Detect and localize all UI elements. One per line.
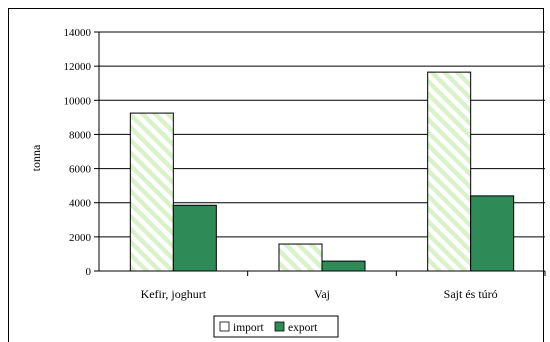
- x-category-label: Sajt és túró: [444, 287, 498, 301]
- bar-export: [321, 260, 366, 272]
- x-category-label: Vaj: [314, 287, 330, 301]
- legend-label-export: export: [288, 322, 318, 334]
- y-tick-label: 8000: [69, 129, 92, 141]
- axes: [94, 31, 546, 276]
- x-category-label: Kefir, joghurt: [141, 287, 207, 301]
- bar-export: [172, 204, 217, 272]
- y-tick-label: 4000: [69, 198, 92, 210]
- legend: import export: [213, 315, 339, 338]
- labels: 0 2000 4000 6000 8000 10000 12000 14000 Kefir, j…: [64, 27, 498, 301]
- bars: [129, 71, 515, 272]
- bar-import: [278, 243, 323, 272]
- bar-import: [427, 71, 472, 272]
- legend-swatch-export: [274, 321, 285, 332]
- y-tick-label: 0: [86, 266, 92, 278]
- bar-export: [470, 195, 515, 272]
- y-axis-title: tonna: [29, 144, 43, 171]
- y-tick-label: 2000: [69, 232, 92, 244]
- chart-frame: [8, 8, 544, 342]
- y-tick-label: 14000: [64, 27, 92, 39]
- legend-swatch-import: [219, 321, 230, 332]
- y-tick-label: 10000: [64, 95, 92, 107]
- y-tick-label: 6000: [69, 164, 92, 176]
- y-tick-label: 12000: [64, 61, 92, 73]
- legend-label-import: import: [233, 322, 264, 334]
- bar-import: [129, 112, 174, 272]
